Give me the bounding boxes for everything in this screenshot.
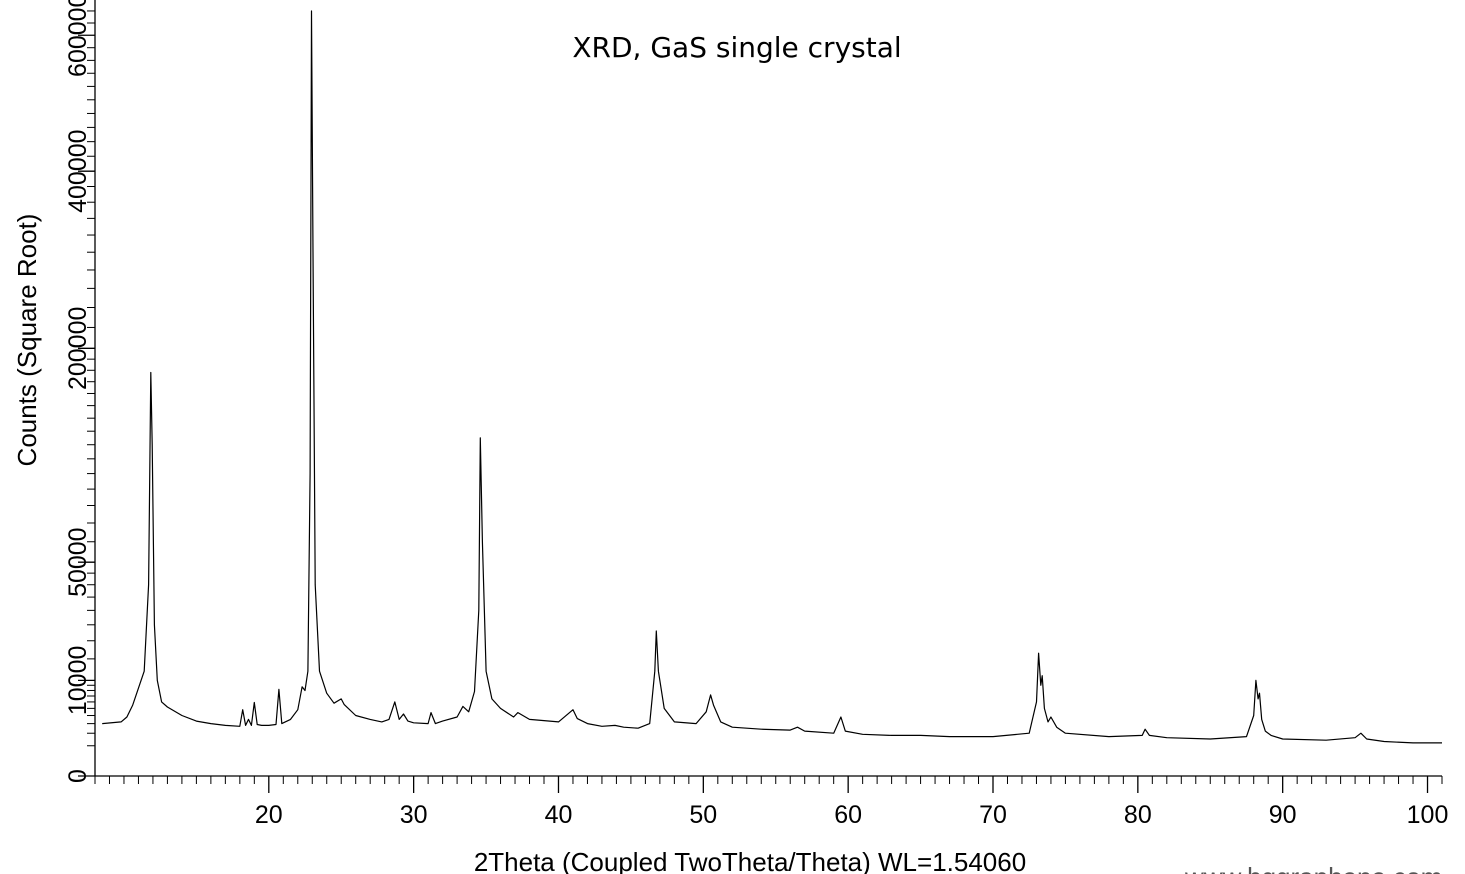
- x-tick-label: 80: [1124, 801, 1152, 829]
- x-axis-label: 2Theta (Coupled TwoTheta/Theta) WL=1.540…: [474, 847, 1026, 874]
- x-tick-label: 20: [255, 801, 283, 829]
- x-tick-label: 30: [400, 801, 428, 829]
- y-minor-ticks: [87, 10, 95, 747]
- y-tick-label: 600000: [64, 0, 92, 77]
- y-tick-label: 0: [64, 769, 92, 783]
- y-tick-label: 400000: [64, 129, 92, 212]
- x-tick-label: 90: [1269, 801, 1297, 829]
- y-tick-label: 50000: [64, 527, 92, 597]
- x-axis-ticks: 20 30 40 50 60 70 80 90 100: [255, 776, 1448, 829]
- x-tick-label: 60: [834, 801, 862, 829]
- watermark: www.bggraphene.com: [1184, 862, 1442, 874]
- chart-title: XRD, GaS single crystal: [572, 31, 901, 64]
- y-axis-ticks: 0 10000 50000 200000 400000 600000: [64, 0, 95, 783]
- x-minor-ticks: [94, 776, 1443, 784]
- x-tick-label: 50: [689, 801, 717, 829]
- x-tick-label: 40: [545, 801, 573, 829]
- y-axis-label: Counts (Square Root): [12, 214, 42, 467]
- x-tick-label: 70: [979, 801, 1007, 829]
- xrd-pattern-line: [102, 10, 1442, 744]
- y-tick-label: 10000: [64, 646, 92, 716]
- x-tick-label: 100: [1407, 801, 1449, 829]
- y-tick-label: 200000: [64, 307, 92, 390]
